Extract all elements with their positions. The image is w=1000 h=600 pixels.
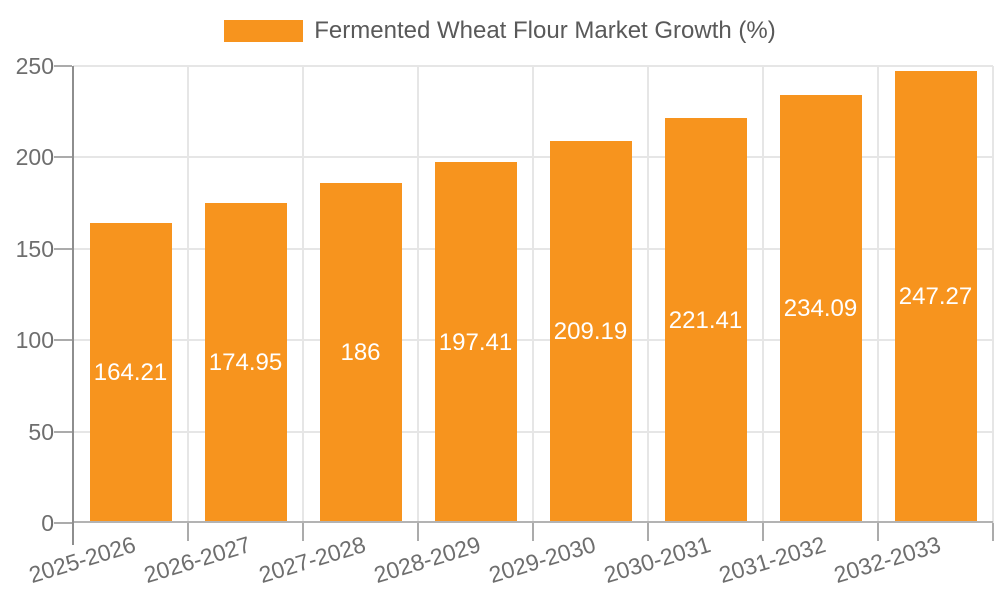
bar[interactable]: 247.27 <box>894 71 977 523</box>
x-gridline <box>302 66 304 523</box>
x-axis-tick <box>532 523 534 541</box>
x-axis-line <box>73 521 993 523</box>
y-tick-label: 100 <box>15 327 54 354</box>
y-axis-tick <box>54 156 72 159</box>
bar[interactable]: 221.41 <box>664 118 747 523</box>
x-axis-tick <box>992 523 994 541</box>
x-gridline <box>532 66 534 523</box>
y-axis-tick <box>54 430 72 433</box>
bar[interactable]: 186 <box>319 183 402 523</box>
bar-value-label: 174.95 <box>208 349 283 377</box>
x-axis-tick <box>302 523 304 541</box>
x-tick-label: 2031-2032 <box>715 531 829 589</box>
bar-value-label: 164.21 <box>93 358 168 386</box>
bar-value-label: 186 <box>340 339 381 366</box>
bar-value-label: 247.27 <box>898 283 973 310</box>
y-axis-tick <box>54 65 72 67</box>
x-axis-tick <box>187 523 189 541</box>
y-axis-tick <box>54 339 72 342</box>
x-tick-label: 2028-2029 <box>370 531 484 589</box>
legend-swatch-icon <box>224 20 304 42</box>
y-axis-tick <box>54 247 72 250</box>
legend-label: Fermented Wheat Flour Market Growth (%) <box>314 17 776 44</box>
x-tick-label: 2029-2030 <box>485 531 599 589</box>
y-axis-tick <box>54 522 72 524</box>
x-gridline <box>762 66 764 523</box>
bar[interactable]: 197.41 <box>434 162 517 523</box>
x-gridline <box>187 66 189 523</box>
bar-value-label: 209.19 <box>553 317 628 345</box>
x-gridline <box>647 66 649 523</box>
y-axis-line <box>72 66 74 545</box>
y-tick-label: 0 <box>41 510 54 536</box>
x-gridline <box>417 66 419 523</box>
x-tick-label: 2032-2033 <box>830 531 944 589</box>
bar[interactable]: 174.95 <box>204 203 287 523</box>
bar-value-label: 234.09 <box>783 295 858 323</box>
y-tick-label: 150 <box>15 235 54 262</box>
x-tick-label: 2027-2028 <box>255 531 369 589</box>
x-axis-tick <box>417 523 419 541</box>
plot-area: 164.21 174.95 186 197.41 209.19 221.41 234.09 2… <box>54 65 994 545</box>
bar[interactable]: 209.19 <box>549 140 632 523</box>
bar-value-label: 221.41 <box>668 306 743 334</box>
x-tick-label: 2026-2027 <box>140 531 254 589</box>
bar-value-label: 197.41 <box>438 328 513 356</box>
legend[interactable]: Fermented Wheat Flour Market Growth (%) <box>0 17 1000 45</box>
y-tick-label: 200 <box>15 144 54 171</box>
bar[interactable]: 234.09 <box>779 95 862 523</box>
x-axis-tick <box>762 523 764 541</box>
x-axis-tick <box>877 523 879 541</box>
bar[interactable]: 164.21 <box>89 222 172 523</box>
y-tick-label: 50 <box>28 418 54 445</box>
x-gridline <box>992 66 994 523</box>
x-tick-label: 2030-2031 <box>600 531 714 589</box>
x-tick-label: 2025-2026 <box>25 531 139 589</box>
x-gridline <box>877 66 879 523</box>
x-axis-tick <box>647 523 649 541</box>
y-tick-label: 250 <box>15 53 54 79</box>
